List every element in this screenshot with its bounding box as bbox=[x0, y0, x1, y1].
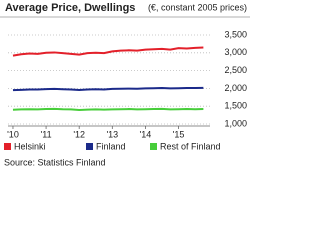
y-tick-label: 3,500 bbox=[224, 29, 247, 39]
series-line bbox=[12, 46, 204, 57]
chart-title: Average Price, Dwellings bbox=[5, 2, 135, 14]
y-tick-label: 2,000 bbox=[224, 83, 247, 93]
chart: Average Price, Dwellings (€, constant 20… bbox=[0, 2, 250, 167]
chart-subtitle: (€, constant 2005 prices) bbox=[148, 2, 247, 12]
x-tick-label: '14 bbox=[140, 129, 152, 139]
legend-label: Finland bbox=[96, 141, 126, 151]
y-tick-label: 1,500 bbox=[224, 101, 247, 111]
legend-label: Helsinki bbox=[14, 141, 46, 151]
series-line bbox=[12, 86, 204, 92]
y-tick-label: 2,500 bbox=[224, 65, 247, 75]
legend-label: Rest of Finland bbox=[160, 141, 221, 151]
source: Source: Statistics Finland bbox=[4, 157, 106, 167]
y-tick-label: 3,000 bbox=[224, 47, 247, 57]
y-tick-label: 1,000 bbox=[224, 118, 247, 128]
legend-swatch bbox=[4, 143, 11, 150]
page: Average Price, Dwellings (€, constant 20… bbox=[0, 1, 250, 168]
x-tick-label: '15 bbox=[173, 129, 185, 139]
x-tick-label: '13 bbox=[106, 129, 118, 139]
series-line bbox=[12, 107, 204, 111]
x-tick-label: '10 bbox=[7, 129, 19, 139]
legend-swatch bbox=[86, 143, 93, 150]
x-tick-label: '12 bbox=[73, 129, 85, 139]
legend-swatch bbox=[150, 143, 157, 150]
x-tick-label: '11 bbox=[41, 129, 52, 139]
